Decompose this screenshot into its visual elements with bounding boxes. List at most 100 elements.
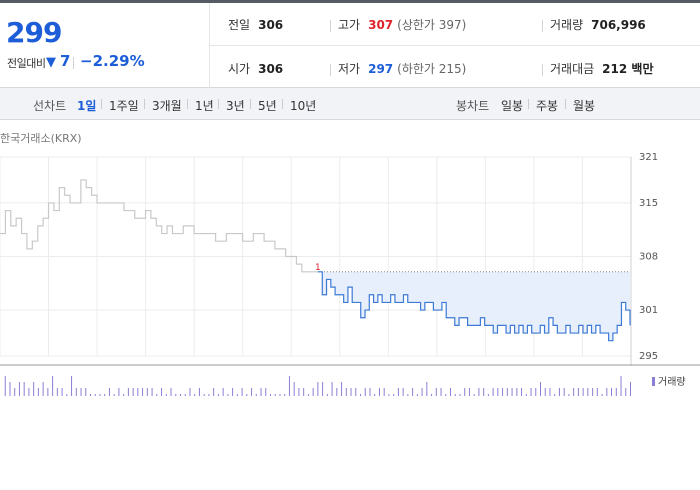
volume-bar (341, 382, 343, 396)
y-tick-label: 321 (639, 152, 658, 163)
volume-bar (364, 388, 366, 396)
volume-bar (464, 388, 466, 396)
volume-bar (108, 388, 110, 396)
tab-1-week[interactable]: 1주일 (109, 99, 139, 113)
divider (542, 20, 543, 32)
volume-bar (596, 388, 598, 396)
volume-bar (127, 388, 129, 396)
day-low: 저가 297 (하한가 215) (338, 62, 467, 76)
volume-bar (4, 376, 6, 396)
volume-bar (90, 394, 91, 396)
row-divider (210, 45, 700, 46)
volume-bar (251, 388, 253, 396)
volume-bar (345, 388, 347, 396)
divider (101, 99, 102, 109)
volume-bar (52, 376, 54, 396)
tab-weekly-candle[interactable]: 주봉 (536, 99, 559, 113)
volume-bar (625, 388, 627, 396)
volume-bar (151, 388, 153, 396)
volume-bar (497, 388, 499, 396)
volume-bar (445, 394, 447, 396)
change-rate: −2.29% (80, 52, 145, 70)
volume-bar (175, 394, 177, 396)
volume-bar (241, 388, 243, 396)
volume-bar (535, 388, 537, 396)
divider (187, 99, 188, 109)
volume-bar (322, 382, 324, 396)
volume-bar (279, 394, 281, 396)
volume-bar (483, 388, 485, 396)
volume-bar (33, 382, 35, 396)
volume-bar (516, 388, 518, 396)
volume-bar (525, 394, 527, 396)
volume-bar (137, 388, 139, 396)
volume-bar (478, 388, 480, 396)
volume-bar (170, 388, 172, 396)
tab-3-years[interactable]: 3년 (226, 99, 245, 113)
y-tick-label: 315 (639, 198, 658, 209)
volume-bar (331, 382, 333, 396)
volume-bar (85, 388, 87, 396)
tab-1-day[interactable]: 1일 (77, 99, 97, 113)
volume-bar (355, 388, 357, 396)
tab-10-years[interactable]: 10년 (290, 99, 317, 113)
volume-bar (440, 388, 442, 396)
tab-3-months[interactable]: 3개월 (152, 99, 182, 113)
volume-bar (303, 388, 305, 396)
divider (144, 99, 145, 109)
volume-bar (246, 394, 248, 396)
volume-bar (118, 388, 120, 396)
volume-bar (558, 388, 560, 396)
divider (330, 20, 331, 32)
volume-bar (14, 388, 16, 396)
volume-bar (412, 388, 414, 396)
volume-bar (317, 382, 319, 396)
current-price: 299 (6, 16, 62, 49)
volume-bar (217, 394, 219, 396)
volume-bar (620, 376, 622, 396)
volume-bar (270, 394, 271, 396)
y-tick-label: 295 (639, 351, 658, 362)
divider (73, 57, 74, 69)
tab-daily-candle[interactable]: 일봉 (501, 99, 524, 113)
tab-monthly-candle[interactable]: 월봉 (573, 99, 596, 113)
tab-5-years[interactable]: 5년 (258, 99, 277, 113)
volume-bar (293, 382, 295, 396)
volume-bar (184, 394, 186, 396)
volume-bar (468, 388, 470, 396)
volume-bar (450, 388, 451, 396)
y-tick-label: 301 (639, 305, 658, 316)
volume-bar (544, 388, 546, 396)
volume-bar (37, 388, 39, 396)
quote-panel: 299 전일대비 ▼ 7 −2.29% 전일 306 고가 307 (상한가 397)… (0, 3, 700, 88)
volume-bar (431, 394, 433, 396)
volume-bar (407, 394, 409, 396)
volume-bar (587, 388, 589, 396)
tab-1-year[interactable]: 1년 (195, 99, 214, 113)
volume-bar (402, 388, 404, 396)
volume-bar (80, 388, 82, 396)
volume-bar (421, 388, 423, 396)
volume-bar (194, 394, 196, 396)
volume-bar (265, 388, 267, 396)
volume-bar (487, 394, 489, 396)
volume-bar (28, 388, 30, 396)
volume-bar (326, 394, 328, 396)
volume-bar (502, 388, 504, 396)
volume-bar (99, 394, 101, 396)
day-high: 고가 307 (상한가 397) (338, 18, 467, 32)
volume-bar (56, 388, 58, 396)
y-tick-label: 308 (639, 252, 658, 263)
volume-bar (530, 388, 532, 396)
volume-bar (573, 388, 575, 396)
volume-bar (336, 388, 338, 396)
prev-close: 전일 306 (228, 18, 284, 32)
volume-bar (274, 394, 276, 396)
volume-bar (61, 388, 63, 396)
volume-bar (132, 388, 134, 396)
volume-bars (4, 376, 631, 396)
volume-bar (511, 388, 513, 396)
volume-bar (180, 394, 181, 396)
volume-bar (601, 394, 603, 396)
volume-legend: 거래량 (652, 373, 686, 388)
